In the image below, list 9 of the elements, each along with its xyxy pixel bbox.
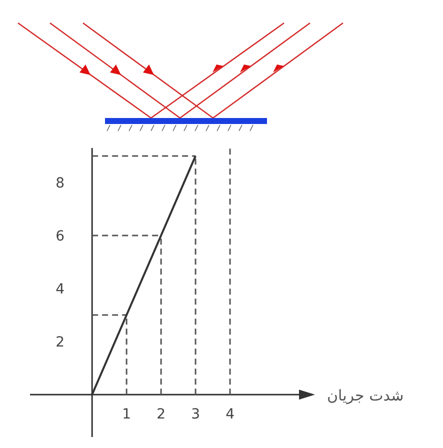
y-tick-label: 6 bbox=[56, 228, 65, 244]
y-tick-label: 2 bbox=[56, 334, 65, 351]
y-tick-label: 4 bbox=[56, 282, 65, 298]
x-tick-label: 3 bbox=[191, 406, 200, 423]
x-tick-label: 4 bbox=[226, 406, 235, 423]
y-tick-label: 8 bbox=[56, 175, 65, 192]
x-tick-label: 2 bbox=[156, 406, 166, 423]
x-tick-label: 1 bbox=[122, 406, 132, 423]
x-axis-title: شدت جریان bbox=[327, 386, 404, 405]
